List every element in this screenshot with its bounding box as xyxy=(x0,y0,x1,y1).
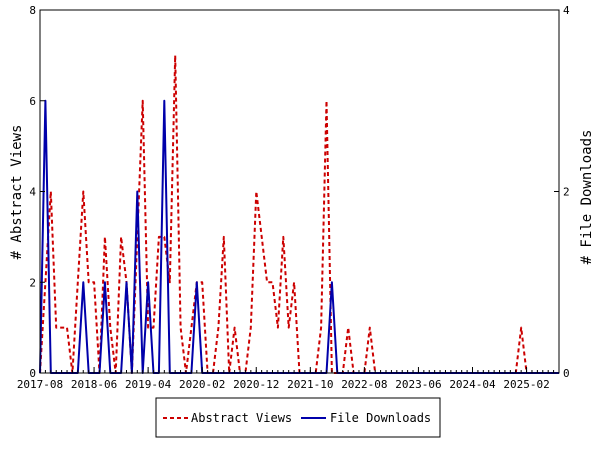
y-tick-label: 6 xyxy=(29,95,36,108)
y2-tick-label: 4 xyxy=(563,4,570,17)
x-tick-label: 2025-02 xyxy=(503,378,549,391)
x-tick-label: 2024-04 xyxy=(449,378,496,391)
x-tick-label: 2020-02 xyxy=(179,378,225,391)
x-tick-label: 2023-06 xyxy=(395,378,441,391)
y-axis-title: # Abstract Views xyxy=(9,125,25,260)
x-tick-label: 2022-08 xyxy=(341,378,387,391)
legend-label-file-downloads: File Downloads xyxy=(330,411,431,425)
y2-axis-title: # File Downloads xyxy=(579,130,595,265)
y2-tick-label: 0 xyxy=(563,367,570,380)
legend-label-abstract-views: Abstract Views xyxy=(191,411,292,425)
x-tick-label: 2018-06 xyxy=(71,378,117,391)
y-tick-label: 0 xyxy=(29,367,36,380)
y2-tick-label: 2 xyxy=(563,186,570,199)
x-tick-label: 2021-10 xyxy=(287,378,333,391)
y-tick-label: 4 xyxy=(29,186,36,199)
y-tick-label: 2 xyxy=(29,276,36,289)
x-tick-label: 2019-04 xyxy=(125,378,172,391)
x-tick-label: 2017-08 xyxy=(17,378,63,391)
axis-ticks: 2017-08 2018-06 2019-04 2020-02 2020-12 2021-… xyxy=(17,4,570,391)
legend: Abstract Views File Downloads xyxy=(155,397,441,438)
y-tick-label: 8 xyxy=(29,4,36,17)
series-line-abstract-views xyxy=(39,54,559,374)
x-tick-label: 2020-12 xyxy=(233,378,279,391)
legend-box xyxy=(155,397,441,438)
